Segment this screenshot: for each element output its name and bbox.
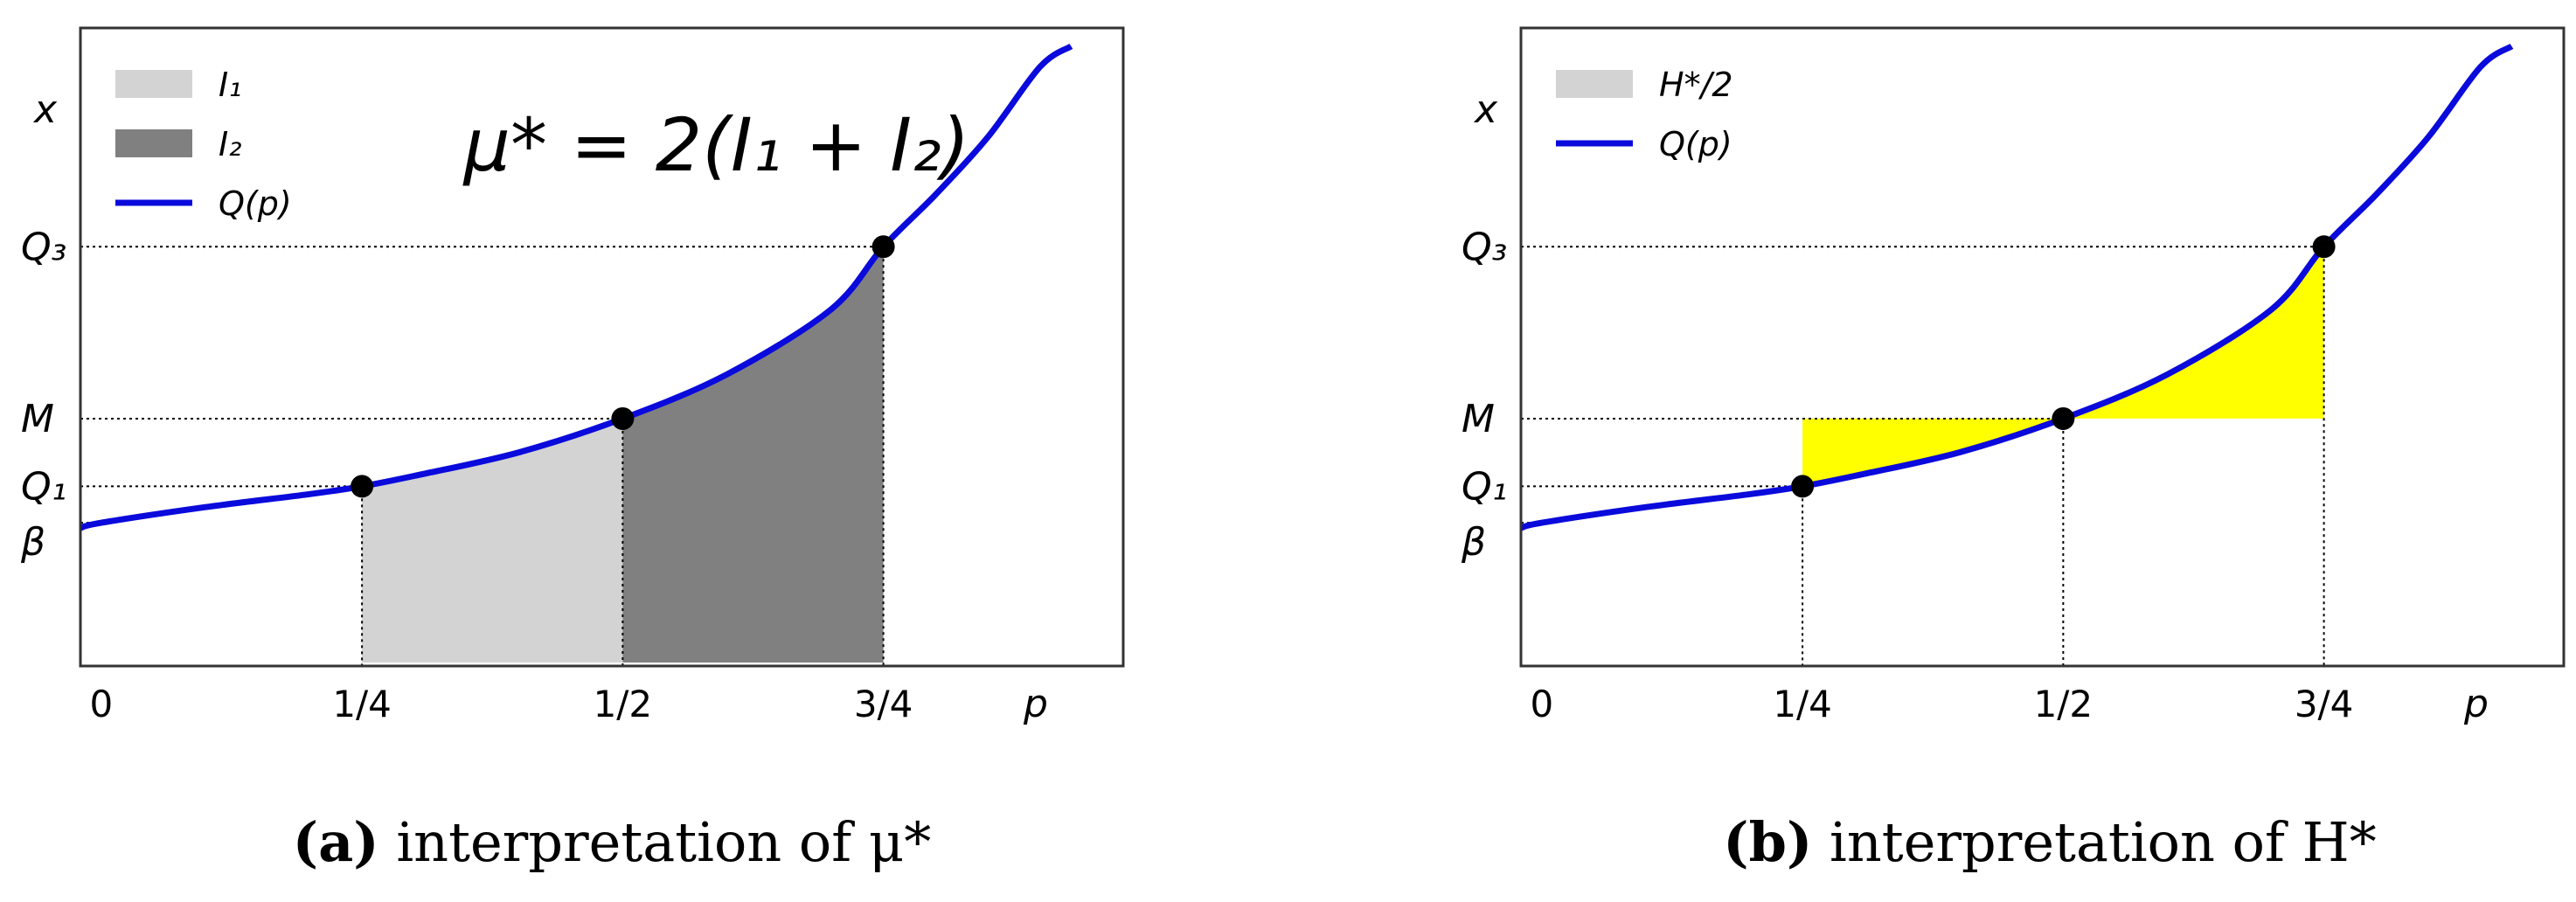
panel-a-y-label: x [32,87,58,132]
panel-b-x-label: p [2463,682,2489,726]
panel-a-legend-swatch-0 [115,70,192,98]
panel-b-legend-label-1: Q(p) [1659,125,1732,163]
panel-b-caption-text: interpretation of H* [1812,810,2376,874]
panel-a-caption: (a) interpretation of μ* [293,810,931,874]
panel-b-legend: H*/2 Q(p) [1556,66,1733,163]
panel-b-caption-letter: (b) [1723,810,1812,874]
panel-a-legend-label-2: Q(p) [219,184,292,223]
panel-b-points [1791,235,2336,498]
panel-b-y-tick-3: β [1461,520,1486,565]
panel-b-legend-label-0: H*/2 [1659,66,1733,104]
panel-b: 0 1/4 1/2 3/4 Q₃ M Q₁ β p x H*/2 Q(p) (b) inter… [1461,26,2566,874]
panel-a-x-tick-1: 1/4 [332,683,392,725]
panel-a-y-tick-0: Q₃ [21,225,66,269]
panel-a-axes-frame [79,26,1125,668]
panel-a-x-tick-2: 1/2 [594,683,653,725]
panel-b-y-tick-0: Q₃ [1462,225,1507,269]
panel-b-x-tick-3: 3/4 [2295,683,2354,725]
panel-b-point-2 [2312,235,2336,259]
panel-a-title: μ* = 2(I₁ + I₂) [462,102,970,188]
panel-b-point-1 [2052,406,2075,430]
panel-a-area-i [622,246,884,663]
panel-a-y-tick-3: β [20,520,45,565]
panel-b-caption: (b) interpretation of H* [1723,810,2376,874]
panel-a-y-tick-1: M [21,397,54,441]
panel-a-legend-label-1: I₂ [219,125,241,163]
panel-b-curve-q [1519,43,2514,531]
panel-a-legend-label-0: I₁ [219,66,241,104]
panel-b-x-tick-1: 1/4 [1773,683,1832,725]
panel-a-y-ticks: Q₃ M Q₁ β [20,225,66,565]
panel-a-caption-text: interpretation of μ* [379,810,932,874]
panel-a-x-label: p [1023,682,1048,726]
panel-a-points [351,235,895,498]
panel-a-areas [362,246,884,663]
panel-a-x-tick-3: 3/4 [854,683,913,725]
panel-a: 0 1/4 1/2 3/4 Q₃ M Q₁ β p x I₁ I₂ Q(p) μ* = 2(I₁… [20,26,1125,874]
panel-a-legend-swatch-1 [115,129,192,157]
panel-b-y-tick-1: M [1462,397,1495,441]
panel-a-caption-letter: (a) [293,810,379,874]
panel-b-legend-swatch-0 [1556,70,1633,98]
panel-b-y-label: x [1473,87,1498,132]
panel-b-axes-frame [1519,26,2566,668]
panel-b-x-ticks: 0 1/4 1/2 3/4 [1530,683,2353,725]
panel-b-h-region-left [1802,418,2064,487]
panel-a-guides [80,246,885,666]
panel-b-h-region-right [2063,246,2324,419]
panel-a-point-1 [611,406,635,430]
panel-a-y-tick-2: Q₁ [21,464,66,509]
panel-b-y-ticks: Q₃ M Q₁ β [1461,225,1507,565]
panel-b-areas [1802,246,2324,487]
panel-a-point-2 [871,235,895,259]
panel-a-point-0 [351,475,374,498]
panel-a-x-ticks: 0 1/4 1/2 3/4 [89,683,913,725]
panel-b-x-tick-0: 0 [1530,683,1553,725]
panel-a-x-tick-0: 0 [89,683,113,725]
panel-b-x-tick-2: 1/2 [2034,683,2093,725]
panel-b-point-0 [1791,475,1815,498]
panel-b-guides [1521,246,2325,666]
panel-a-legend: I₁ I₂ Q(p) [115,66,292,223]
panel-b-y-tick-2: Q₁ [1462,464,1507,509]
panel-a-area-i [362,418,623,663]
